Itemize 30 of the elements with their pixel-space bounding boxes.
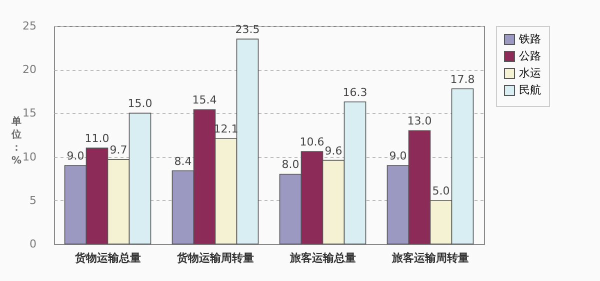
data-label: 8.0 bbox=[282, 158, 300, 172]
y-tick-label: 10 bbox=[22, 150, 36, 164]
data-label: 13.0 bbox=[407, 114, 432, 128]
data-label: 23.5 bbox=[235, 23, 260, 36]
y-axis-title: 单位：% bbox=[10, 116, 22, 166]
data-label: 15.4 bbox=[192, 94, 217, 107]
data-label: 15.0 bbox=[128, 97, 152, 110]
data-label: 9.0 bbox=[389, 150, 407, 163]
data-label: 5.0 bbox=[432, 184, 450, 198]
legend-label: 水运 bbox=[519, 66, 541, 80]
y-tick-label: 0 bbox=[30, 238, 36, 250]
data-label: 9.7 bbox=[110, 143, 128, 156]
x-tick-label: 货物运输周转量 bbox=[176, 252, 254, 264]
y-tick-label: 20 bbox=[22, 63, 36, 76]
data-label: 10.6 bbox=[300, 136, 324, 149]
y-tick-label: 15 bbox=[22, 106, 36, 120]
data-label: 16.3 bbox=[342, 86, 368, 99]
data-label: 9.0 bbox=[66, 150, 84, 163]
y-tick-label: 25 bbox=[22, 20, 36, 32]
data-label: 17.8 bbox=[450, 72, 475, 86]
x-tick-label: 旅客运输总量 bbox=[288, 252, 356, 264]
data-label: 8.4 bbox=[174, 154, 192, 168]
data-label: 11.0 bbox=[84, 132, 110, 146]
legend-label: 铁路 bbox=[518, 32, 541, 46]
legend-label: 公路 bbox=[519, 50, 541, 62]
legend-label: 民航 bbox=[519, 84, 541, 96]
x-tick-label: 旅客运输周转量 bbox=[390, 252, 469, 264]
y-tick-label: 5 bbox=[30, 194, 36, 207]
x-tick-label: 货物运输总量 bbox=[74, 252, 141, 264]
data-label: 9.6 bbox=[324, 144, 342, 158]
